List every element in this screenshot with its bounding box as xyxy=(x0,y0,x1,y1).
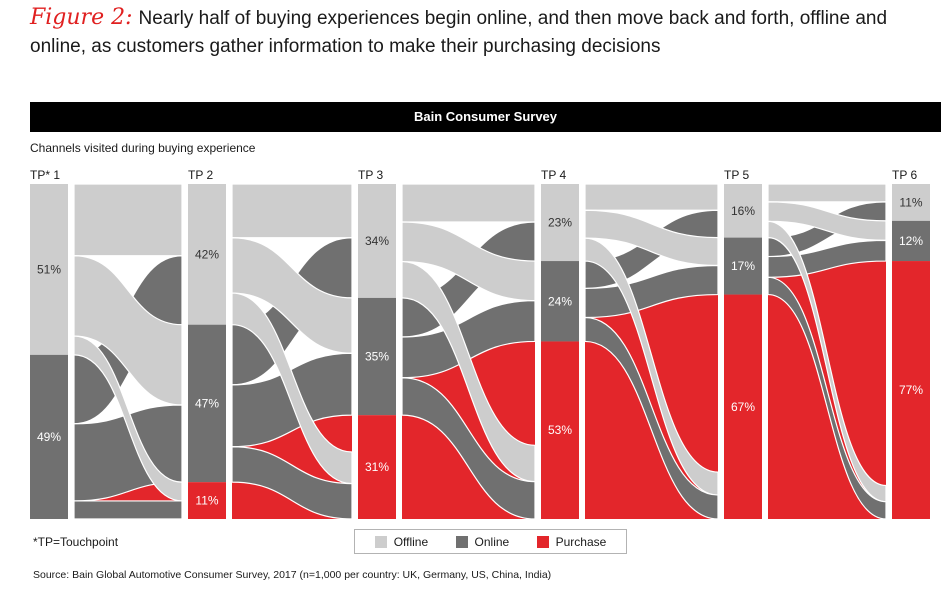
legend-swatch-purchase xyxy=(536,535,549,548)
flow-band-offline xyxy=(231,183,353,239)
bar-segment-online xyxy=(892,220,930,262)
flow-block-1-2 xyxy=(73,183,183,520)
category-label: TP 5 xyxy=(724,168,749,182)
bar-segment-offline xyxy=(724,184,762,238)
legend-label-offline: Offline xyxy=(393,534,429,549)
bar-segment-offline xyxy=(30,184,68,355)
flow-band-online xyxy=(584,264,719,319)
flow-band-offline xyxy=(73,183,183,257)
bar-segment-online xyxy=(30,354,68,519)
data-label-online: 47% xyxy=(195,396,219,410)
legend-label-purchase: Purchase xyxy=(555,534,607,549)
legend-item-offline: Offline xyxy=(374,534,429,549)
flow-band-online-to-purchase xyxy=(73,500,183,520)
data-label-online: 17% xyxy=(731,259,755,273)
y-axis-label: Channels visited during buying experienc… xyxy=(30,141,256,155)
figure-heading: Figure 2: Nearly half of buying experienc… xyxy=(30,4,930,61)
data-label-offline: 11% xyxy=(899,195,922,209)
legend-label-online: Online xyxy=(474,534,510,549)
figure-label: Figure 2: xyxy=(30,5,133,30)
flow-block-4-5 xyxy=(584,183,719,520)
data-label-offline: 16% xyxy=(731,204,755,218)
flow-block-2-3 xyxy=(231,183,353,520)
column-6: 11% 12% 77% TP 6 xyxy=(892,168,930,519)
bar-segment-online xyxy=(541,261,579,342)
flow-block-5-6 xyxy=(767,183,887,520)
column-4: 23% 24% 53% TP 4 xyxy=(541,168,579,519)
data-label-purchase: 77% xyxy=(899,383,923,397)
legend-swatch-online xyxy=(455,535,468,548)
bar-segment-offline xyxy=(188,184,226,325)
data-label-purchase: 67% xyxy=(731,400,755,414)
column-2: 42% 47% 11% TP 2 xyxy=(188,168,226,519)
data-label-offline: 51% xyxy=(37,262,61,276)
legend-swatch-offline xyxy=(374,535,387,548)
flow-band-online-to-purchase xyxy=(231,446,353,520)
data-label-offline: 42% xyxy=(195,247,219,261)
data-label-purchase: 31% xyxy=(365,460,389,474)
column-3: 34% 35% 31% TP 3 xyxy=(358,168,396,519)
legend-item-purchase: Purchase xyxy=(536,534,607,549)
data-label-online: 49% xyxy=(37,430,61,444)
legend: Offline Online Purchase xyxy=(354,529,627,554)
category-label: TP 2 xyxy=(188,168,213,182)
column-5: 16% 17% 67% TP 5 xyxy=(724,168,762,519)
category-label: TP* 1 xyxy=(30,168,60,182)
bar-segment-purchase xyxy=(541,341,579,519)
flow-band-offline xyxy=(401,183,536,223)
flow-band-online-to-purchase xyxy=(584,316,719,520)
category-label: TP 6 xyxy=(892,168,917,182)
flow-block-3-4 xyxy=(401,183,536,520)
bar-segment-purchase xyxy=(358,415,396,519)
data-label-online: 12% xyxy=(899,234,923,248)
bar-segment-purchase xyxy=(892,261,930,519)
category-label: TP 3 xyxy=(358,168,383,182)
source-note: Source: Bain Global Automotive Consumer … xyxy=(33,569,552,581)
bar-segment-online xyxy=(724,237,762,295)
bar-segment-purchase xyxy=(724,294,762,519)
bar-segment-offline xyxy=(892,184,930,221)
data-label-offline: 34% xyxy=(365,234,389,248)
flow-band-offline xyxy=(584,183,719,211)
bar-segment-offline xyxy=(541,184,579,262)
flow-band-offline xyxy=(767,183,887,203)
bar-segment-purchase xyxy=(188,482,226,519)
data-label-online: 35% xyxy=(365,350,389,364)
data-label-offline: 23% xyxy=(548,216,572,230)
bar-segment-online xyxy=(188,324,226,483)
chart-title: Bain Consumer Survey xyxy=(30,102,941,132)
bar-segment-offline xyxy=(358,184,396,298)
footnote: *TP=Touchpoint xyxy=(33,535,119,549)
flow-band-online-to-purchase xyxy=(767,276,887,520)
bar-segment-online xyxy=(358,297,396,416)
data-label-purchase: 53% xyxy=(548,423,572,437)
category-label: TP 4 xyxy=(541,168,566,182)
data-label-online: 24% xyxy=(548,294,572,308)
legend-item-online: Online xyxy=(455,534,510,549)
flow-band-online-to-purchase xyxy=(401,377,536,520)
figure-title: Nearly half of buying experiences begin … xyxy=(30,8,888,57)
data-label-purchase: 11% xyxy=(195,494,218,508)
column-1: 51% 49% TP* 1 xyxy=(30,168,68,519)
